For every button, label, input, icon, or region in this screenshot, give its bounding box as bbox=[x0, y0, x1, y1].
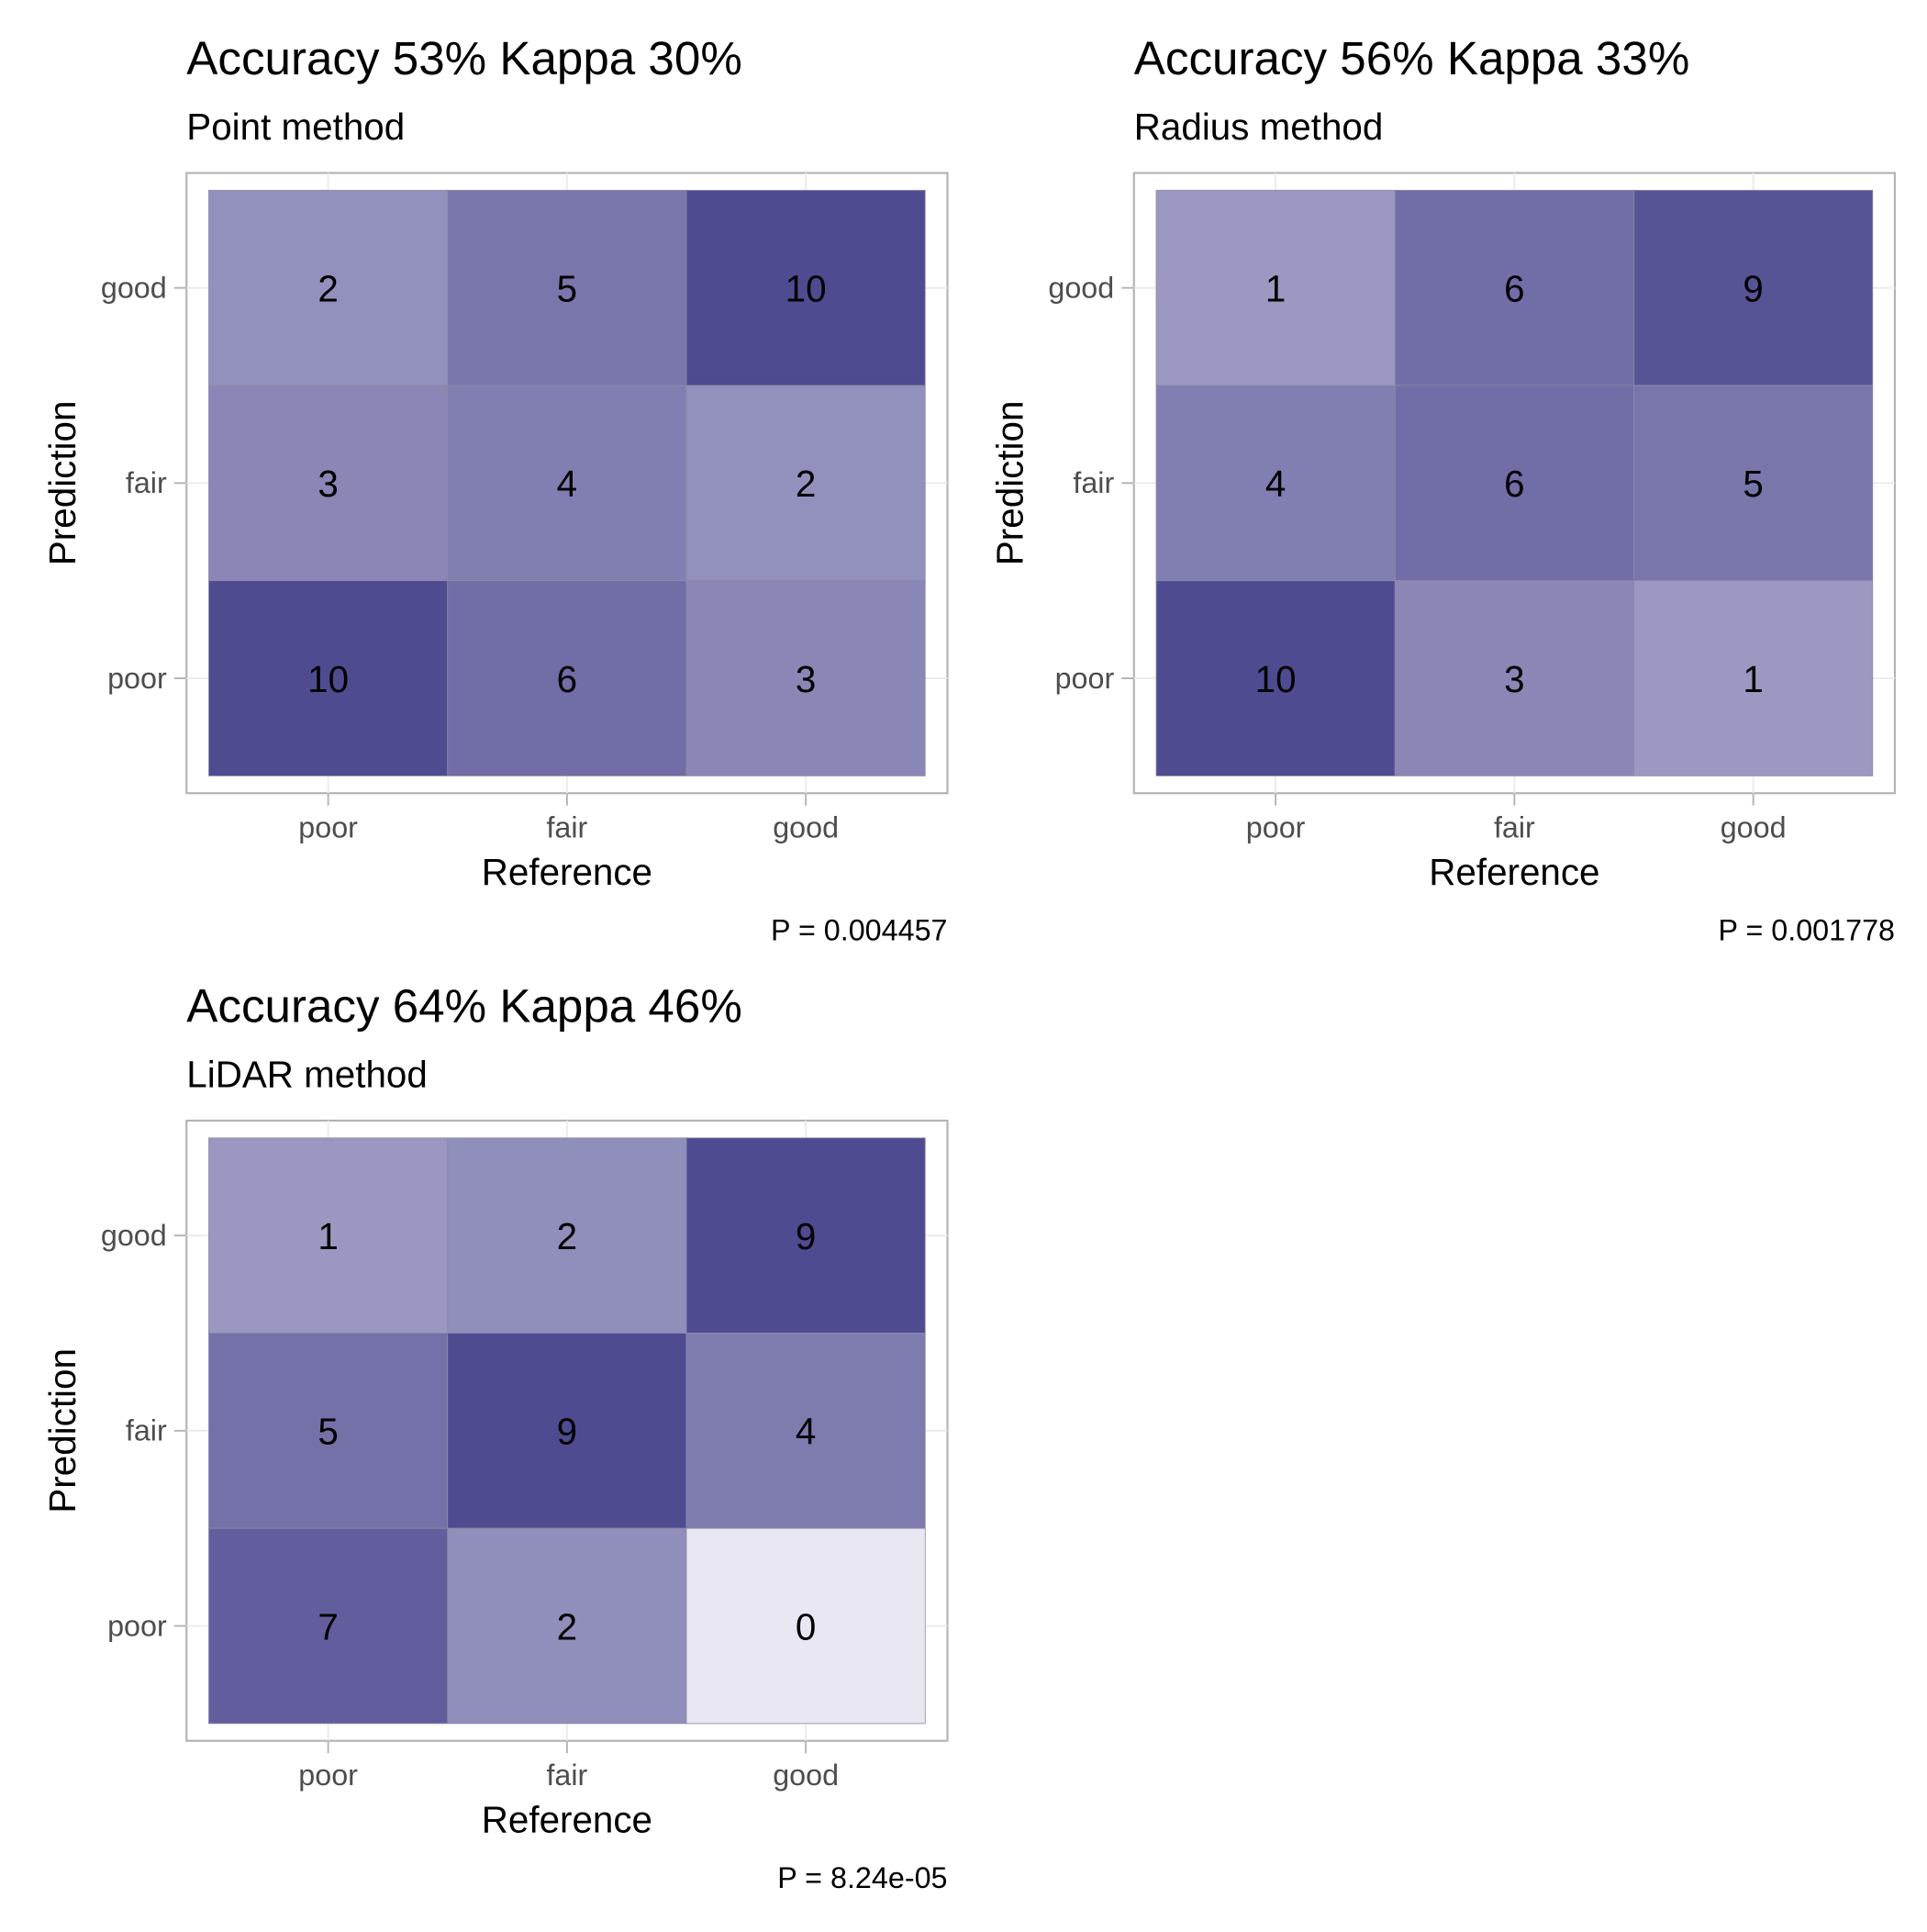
cell-value-label: 2 bbox=[557, 1605, 577, 1647]
y-axis-label: Prediction bbox=[989, 401, 1031, 566]
heatmap-cell-poor-good bbox=[208, 1137, 449, 1334]
heatmap-cell-fair-poor bbox=[447, 580, 687, 776]
y-tick-label: good bbox=[101, 1219, 167, 1252]
x-tick-label: poor bbox=[298, 811, 358, 844]
heatmap-cell-poor-poor bbox=[1155, 580, 1396, 776]
heatmap-cell-good-poor bbox=[685, 1527, 926, 1725]
y-tick-label: fair bbox=[126, 466, 167, 499]
y-tick-label: poor bbox=[107, 1609, 167, 1642]
y-tick-label: poor bbox=[1055, 662, 1115, 695]
confusion-matrix-panel-2: Accuracy 56% Kappa 33% Radius method 1 6 9 4 6… bbox=[989, 32, 1897, 946]
cell-value-label: 3 bbox=[796, 658, 816, 700]
heatmap-cell-fair-fair bbox=[1394, 385, 1634, 582]
p-value-caption: P = 0.001778 bbox=[1719, 913, 1895, 946]
heatmap-cell-fair-fair bbox=[447, 1333, 687, 1529]
cell-value-label: 6 bbox=[557, 658, 577, 700]
chart-subtitle: LiDAR method bbox=[186, 1054, 428, 1096]
cell-value-label: 10 bbox=[785, 267, 827, 309]
heatmap-cell-poor-good bbox=[1155, 189, 1396, 386]
heatmap-cell-fair-good bbox=[447, 1137, 687, 1334]
cell-value-label: 10 bbox=[307, 658, 349, 700]
cell-value-label: 4 bbox=[557, 463, 577, 505]
cell-value-label: 1 bbox=[1743, 658, 1763, 700]
heatmap-cell-fair-good bbox=[447, 189, 687, 386]
cell-value-label: 5 bbox=[317, 1411, 338, 1453]
heatmap-cell-poor-poor bbox=[208, 1527, 449, 1725]
y-tick-label: fair bbox=[1073, 466, 1114, 499]
cell-value-label: 4 bbox=[796, 1411, 816, 1453]
y-tick-label: poor bbox=[107, 662, 167, 695]
x-tick-label: poor bbox=[1246, 811, 1306, 844]
cell-value-label: 9 bbox=[796, 1215, 816, 1257]
cell-value-label: 2 bbox=[557, 1215, 577, 1257]
cell-value-label: 0 bbox=[796, 1605, 816, 1647]
cell-value-label: 2 bbox=[317, 267, 338, 309]
cell-value-label: 7 bbox=[317, 1605, 338, 1647]
heatmap-cell-good-fair bbox=[685, 1333, 926, 1529]
x-tick-label: fair bbox=[1494, 811, 1535, 844]
heatmap-cell-good-poor bbox=[685, 580, 926, 776]
heatmap-cell-poor-fair bbox=[208, 385, 449, 582]
heatmap-cell-poor-poor bbox=[208, 580, 449, 776]
cell-value-label: 2 bbox=[796, 463, 816, 505]
cell-value-label: 9 bbox=[1743, 267, 1763, 309]
x-axis-label: Reference bbox=[482, 851, 652, 893]
cell-value-label: 3 bbox=[1504, 658, 1524, 700]
chart-title: Accuracy 64% Kappa 46% bbox=[186, 979, 742, 1032]
x-axis-label: Reference bbox=[1429, 851, 1599, 893]
cell-value-label: 3 bbox=[317, 463, 338, 505]
heatmap-cell-good-good bbox=[1633, 189, 1874, 386]
cell-value-label: 1 bbox=[1265, 267, 1286, 309]
cell-value-label: 6 bbox=[1504, 267, 1524, 309]
x-axis-label: Reference bbox=[482, 1798, 652, 1840]
x-tick-label: good bbox=[1721, 811, 1787, 844]
cell-value-label: 5 bbox=[557, 267, 577, 309]
y-axis-label: Prediction bbox=[41, 401, 84, 566]
chart-subtitle: Radius method bbox=[1134, 106, 1384, 148]
cell-value-label: 10 bbox=[1255, 658, 1297, 700]
heatmap-cell-fair-fair bbox=[447, 385, 687, 582]
y-tick-label: good bbox=[101, 271, 167, 304]
heatmap-cell-good-good bbox=[685, 189, 926, 386]
heatmap-cell-good-fair bbox=[685, 385, 926, 582]
heatmap-cell-poor-fair bbox=[208, 1333, 449, 1529]
heatmap-cell-fair-good bbox=[1394, 189, 1634, 386]
x-tick-label: fair bbox=[546, 811, 587, 844]
heatmap-cell-poor-fair bbox=[1155, 385, 1396, 582]
cell-value-label: 6 bbox=[1504, 463, 1524, 505]
p-value-caption: P = 8.24e-05 bbox=[777, 1861, 947, 1894]
x-tick-label: good bbox=[773, 811, 839, 844]
y-tick-label: good bbox=[1048, 271, 1114, 304]
x-tick-label: poor bbox=[298, 1759, 358, 1792]
chart-title: Accuracy 56% Kappa 33% bbox=[1134, 32, 1690, 84]
confusion-matrix-panel-1: Accuracy 53% Kappa 30% Point method 2 5 10 3 4… bbox=[41, 32, 949, 946]
cell-value-label: 1 bbox=[317, 1215, 338, 1257]
chart-subtitle: Point method bbox=[186, 106, 405, 148]
heatmap-cell-fair-poor bbox=[447, 1527, 687, 1725]
x-tick-label: good bbox=[773, 1759, 839, 1792]
confusion-matrix-panel-3: Accuracy 64% Kappa 46% LiDAR method 1 2 9 5 9 4… bbox=[41, 979, 949, 1894]
heatmap-cell-good-fair bbox=[1633, 385, 1874, 582]
heatmap-cell-good-good bbox=[685, 1137, 926, 1334]
cell-value-label: 5 bbox=[1743, 463, 1763, 505]
y-axis-label: Prediction bbox=[41, 1348, 84, 1513]
y-tick-label: fair bbox=[126, 1414, 167, 1447]
x-tick-label: fair bbox=[546, 1759, 587, 1792]
cell-value-label: 4 bbox=[1265, 463, 1286, 505]
p-value-caption: P = 0.004457 bbox=[771, 913, 947, 946]
chart-title: Accuracy 53% Kappa 30% bbox=[186, 32, 742, 84]
heatmap-cell-good-poor bbox=[1633, 580, 1874, 776]
heatmap-cell-fair-poor bbox=[1394, 580, 1634, 776]
cell-value-label: 9 bbox=[557, 1411, 577, 1453]
